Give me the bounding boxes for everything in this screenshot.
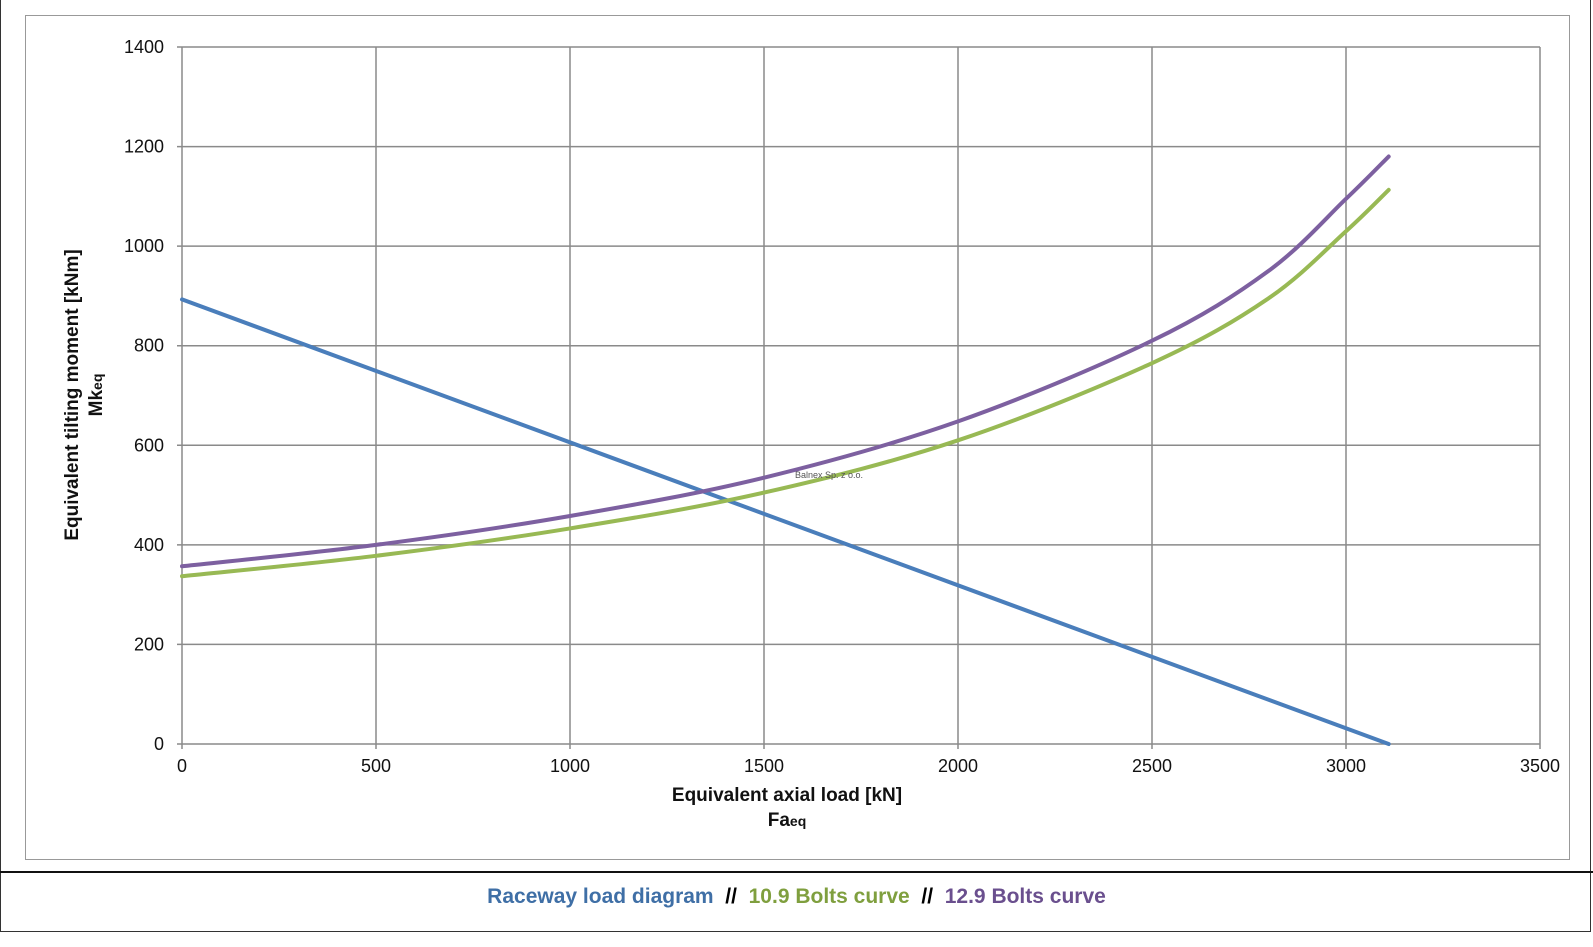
y-tick-label: 1000 <box>124 236 164 256</box>
y-tick-label: 600 <box>134 435 164 455</box>
y-tick-label: 800 <box>134 336 164 356</box>
y-tick-label: 200 <box>134 634 164 654</box>
x-tick-label: 2000 <box>938 756 978 776</box>
x-tick-label: 1000 <box>550 756 590 776</box>
watermark: Balnex Sp. z o.o. <box>795 470 863 480</box>
legend: Raceway load diagram // 10.9 Bolts curve… <box>0 885 1593 909</box>
x-tick-label: 3000 <box>1326 756 1366 776</box>
x-tick-label: 0 <box>177 756 187 776</box>
y-tick-label: 1400 <box>124 37 164 57</box>
legend-separator: // <box>725 885 737 908</box>
series-line-1 <box>180 187 1391 579</box>
divider <box>0 871 1593 873</box>
series-line-0 <box>180 297 1391 746</box>
plot-border <box>25 15 1570 860</box>
x-tick-label: 3500 <box>1520 756 1560 776</box>
y-tick-label: 400 <box>134 535 164 555</box>
y-axis-sublabel: Mkeq <box>86 374 107 417</box>
legend-item-12-9-bolts: 12.9 Bolts curve <box>944 885 1106 908</box>
x-tick-label: 500 <box>361 756 391 776</box>
grid <box>177 46 1541 749</box>
y-tick-label: 0 <box>154 734 164 754</box>
tick-labels: 0 500 1000 1500 2000 2500 3000 3500 0 200 400 600 80… <box>124 37 1560 776</box>
x-axis-sublabel: Faeq <box>768 810 807 831</box>
legend-item-10-9-bolts: 10.9 Bolts curve <box>748 885 910 908</box>
legend-item-raceway: Raceway load diagram <box>487 885 714 908</box>
x-tick-label: 2500 <box>1132 756 1172 776</box>
series-line-2 <box>180 154 1391 569</box>
legend-separator: // <box>921 885 934 908</box>
line-chart: 0 500 1000 1500 2000 2500 3000 3500 0 200 400 600 80… <box>62 37 1560 831</box>
y-tick-label: 1200 <box>124 137 164 157</box>
series-lines <box>180 154 1391 746</box>
x-axis-label: Equivalent axial load [kN] <box>672 785 902 806</box>
x-tick-label: 1500 <box>744 756 784 776</box>
y-axis-label: Equivalent tilting moment [kNm] <box>62 249 83 540</box>
